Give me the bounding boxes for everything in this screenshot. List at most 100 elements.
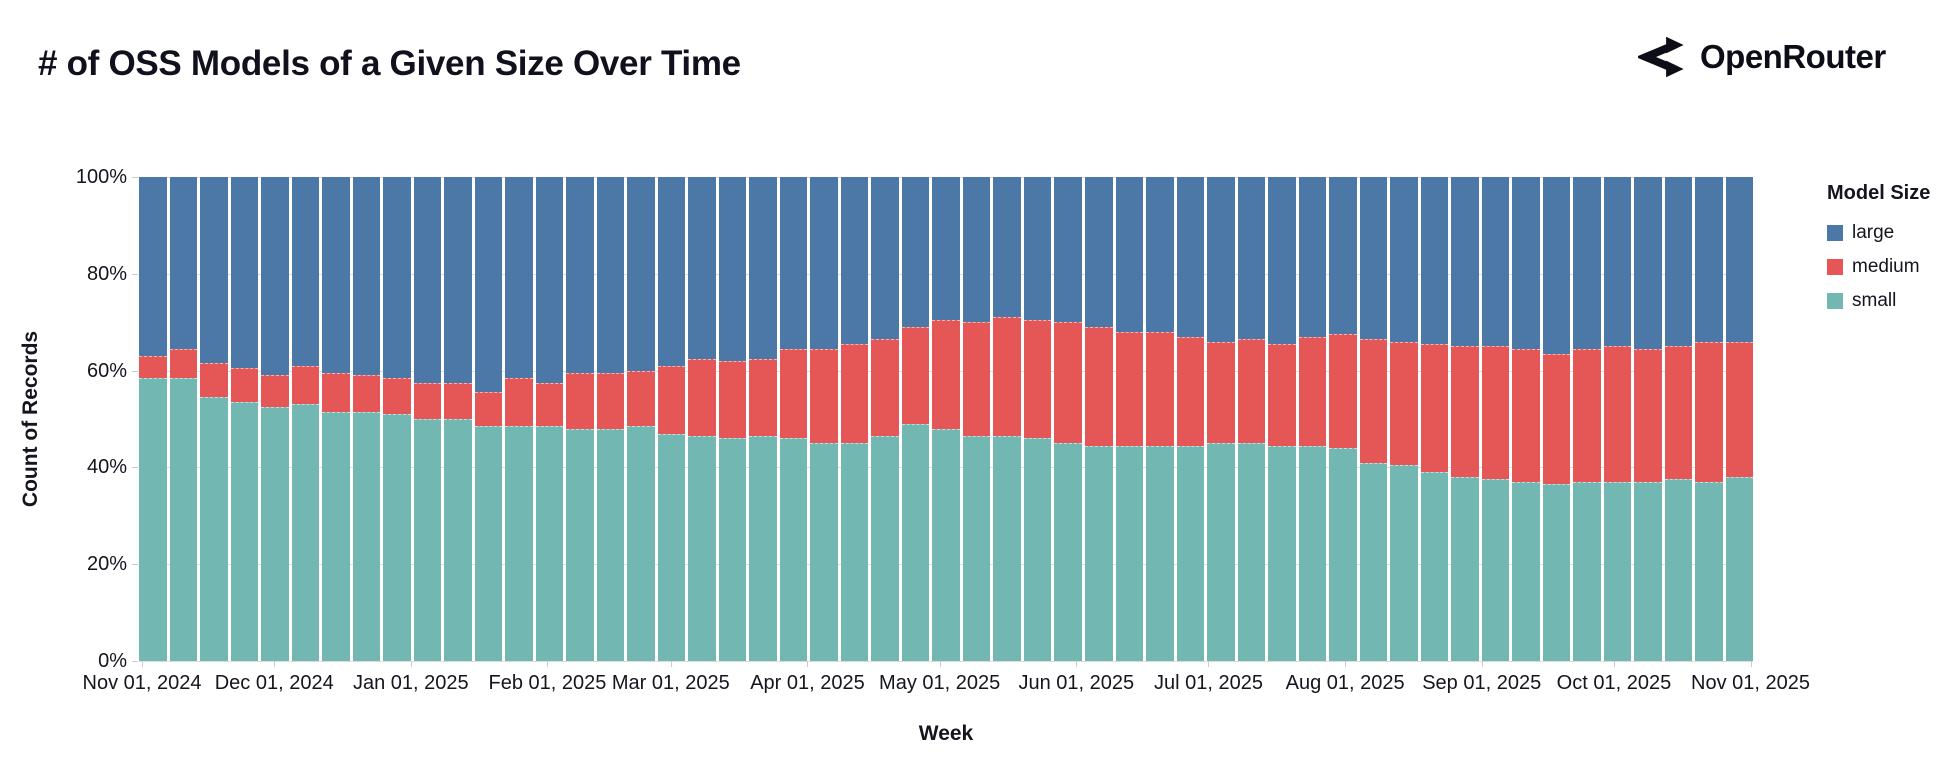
bar-segment-large[interactable]	[871, 177, 899, 340]
bar-segment-large[interactable]	[596, 177, 625, 374]
bar-week[interactable]	[1207, 177, 1235, 661]
bar-segment-large[interactable]	[1298, 177, 1327, 337]
bar-week[interactable]	[932, 177, 960, 661]
bar-week[interactable]	[1084, 177, 1113, 661]
bar-segment-small[interactable]	[962, 435, 991, 661]
bar-week[interactable]	[993, 177, 1021, 661]
bar-week[interactable]	[657, 177, 686, 661]
bar-segment-small[interactable]	[1390, 464, 1418, 661]
bar-week[interactable]	[383, 177, 411, 661]
bar-segment-small[interactable]	[718, 438, 747, 661]
bar-segment-large[interactable]	[1573, 177, 1601, 349]
bar-week[interactable]	[627, 177, 655, 661]
bar-segment-medium[interactable]	[749, 358, 777, 436]
bar-week[interactable]	[1115, 177, 1144, 661]
bar-segment-small[interactable]	[230, 402, 259, 661]
bar-segment-medium[interactable]	[1298, 336, 1327, 446]
bar-segment-small[interactable]	[1420, 472, 1449, 661]
bar-week[interactable]	[1603, 177, 1632, 661]
bar-segment-small[interactable]	[1634, 481, 1662, 661]
bar-segment-large[interactable]	[901, 177, 930, 328]
bar-segment-small[interactable]	[444, 418, 472, 661]
bar-segment-small[interactable]	[871, 435, 899, 661]
bar-segment-large[interactable]	[779, 177, 808, 349]
bar-segment-small[interactable]	[657, 433, 686, 661]
bar-segment-large[interactable]	[1023, 177, 1052, 320]
bar-segment-large[interactable]	[200, 177, 228, 364]
bar-segment-small[interactable]	[1695, 481, 1723, 661]
bar-segment-small[interactable]	[139, 377, 167, 661]
bar-week[interactable]	[1451, 177, 1479, 661]
bar-segment-large[interactable]	[383, 177, 411, 378]
bar-segment-small[interactable]	[1664, 479, 1693, 661]
bar-segment-medium[interactable]	[444, 382, 472, 419]
bar-segment-large[interactable]	[657, 177, 686, 366]
bar-segment-large[interactable]	[1084, 177, 1113, 328]
bar-segment-small[interactable]	[1359, 462, 1388, 661]
bar-week[interactable]	[718, 177, 747, 661]
bar-segment-medium[interactable]	[1054, 322, 1082, 444]
bar-segment-medium[interactable]	[718, 360, 747, 439]
bar-segment-large[interactable]	[1054, 177, 1082, 323]
bar-week[interactable]	[1481, 177, 1510, 661]
bar-segment-large[interactable]	[627, 177, 655, 371]
bar-segment-small[interactable]	[535, 426, 564, 661]
bar-segment-large[interactable]	[810, 177, 838, 349]
bar-segment-small[interactable]	[1054, 443, 1082, 661]
bar-segment-medium[interactable]	[1481, 346, 1510, 480]
bar-segment-large[interactable]	[535, 177, 564, 383]
bar-segment-medium[interactable]	[1237, 339, 1266, 444]
bar-segment-medium[interactable]	[993, 317, 1021, 436]
bar-week[interactable]	[688, 177, 716, 661]
bar-segment-large[interactable]	[688, 177, 716, 359]
bar-segment-large[interactable]	[993, 177, 1021, 318]
bar-segment-medium[interactable]	[566, 373, 594, 429]
bar-segment-medium[interactable]	[1115, 331, 1144, 446]
bar-segment-small[interactable]	[688, 435, 716, 661]
bar-segment-large[interactable]	[1542, 177, 1571, 354]
bar-segment-small[interactable]	[779, 438, 808, 661]
bar-segment-medium[interactable]	[1329, 334, 1357, 449]
bar-segment-medium[interactable]	[901, 327, 930, 424]
bar-segment-medium[interactable]	[291, 365, 320, 405]
bar-segment-large[interactable]	[1512, 177, 1540, 349]
bar-week[interactable]	[1573, 177, 1601, 661]
bar-week[interactable]	[1390, 177, 1418, 661]
bar-segment-medium[interactable]	[1451, 346, 1479, 478]
bar-week[interactable]	[1146, 177, 1174, 661]
bar-week[interactable]	[1298, 177, 1327, 661]
bar-segment-medium[interactable]	[261, 375, 289, 407]
bar-segment-large[interactable]	[1695, 177, 1723, 342]
bar-week[interactable]	[749, 177, 777, 661]
bar-segment-large[interactable]	[1420, 177, 1449, 344]
bar-segment-large[interactable]	[1146, 177, 1174, 332]
bar-segment-small[interactable]	[596, 428, 625, 661]
bar-segment-large[interactable]	[566, 177, 594, 374]
bar-segment-medium[interactable]	[1725, 341, 1754, 478]
bar-segment-small[interactable]	[200, 397, 228, 661]
bar-segment-medium[interactable]	[1634, 348, 1662, 482]
bar-segment-medium[interactable]	[932, 319, 960, 429]
bar-segment-large[interactable]	[1481, 177, 1510, 347]
bar-segment-medium[interactable]	[383, 377, 411, 415]
bar-segment-small[interactable]	[1573, 481, 1601, 661]
bar-segment-small[interactable]	[901, 423, 930, 661]
bar-segment-large[interactable]	[1268, 177, 1296, 344]
bar-segment-large[interactable]	[322, 177, 350, 374]
bar-week[interactable]	[535, 177, 564, 661]
bar-week[interactable]	[444, 177, 472, 661]
bar-week[interactable]	[1359, 177, 1388, 661]
bar-week[interactable]	[901, 177, 930, 661]
bar-week[interactable]	[1542, 177, 1571, 661]
bar-segment-medium[interactable]	[139, 356, 167, 378]
bar-week[interactable]	[1176, 177, 1205, 661]
bar-segment-large[interactable]	[1634, 177, 1662, 349]
bar-segment-medium[interactable]	[627, 370, 655, 427]
bar-week[interactable]	[840, 177, 869, 661]
bar-segment-small[interactable]	[840, 443, 869, 661]
bar-week[interactable]	[962, 177, 991, 661]
bar-week[interactable]	[1664, 177, 1693, 661]
bar-segment-large[interactable]	[444, 177, 472, 383]
bar-segment-large[interactable]	[474, 177, 503, 393]
bar-segment-small[interactable]	[413, 418, 442, 661]
